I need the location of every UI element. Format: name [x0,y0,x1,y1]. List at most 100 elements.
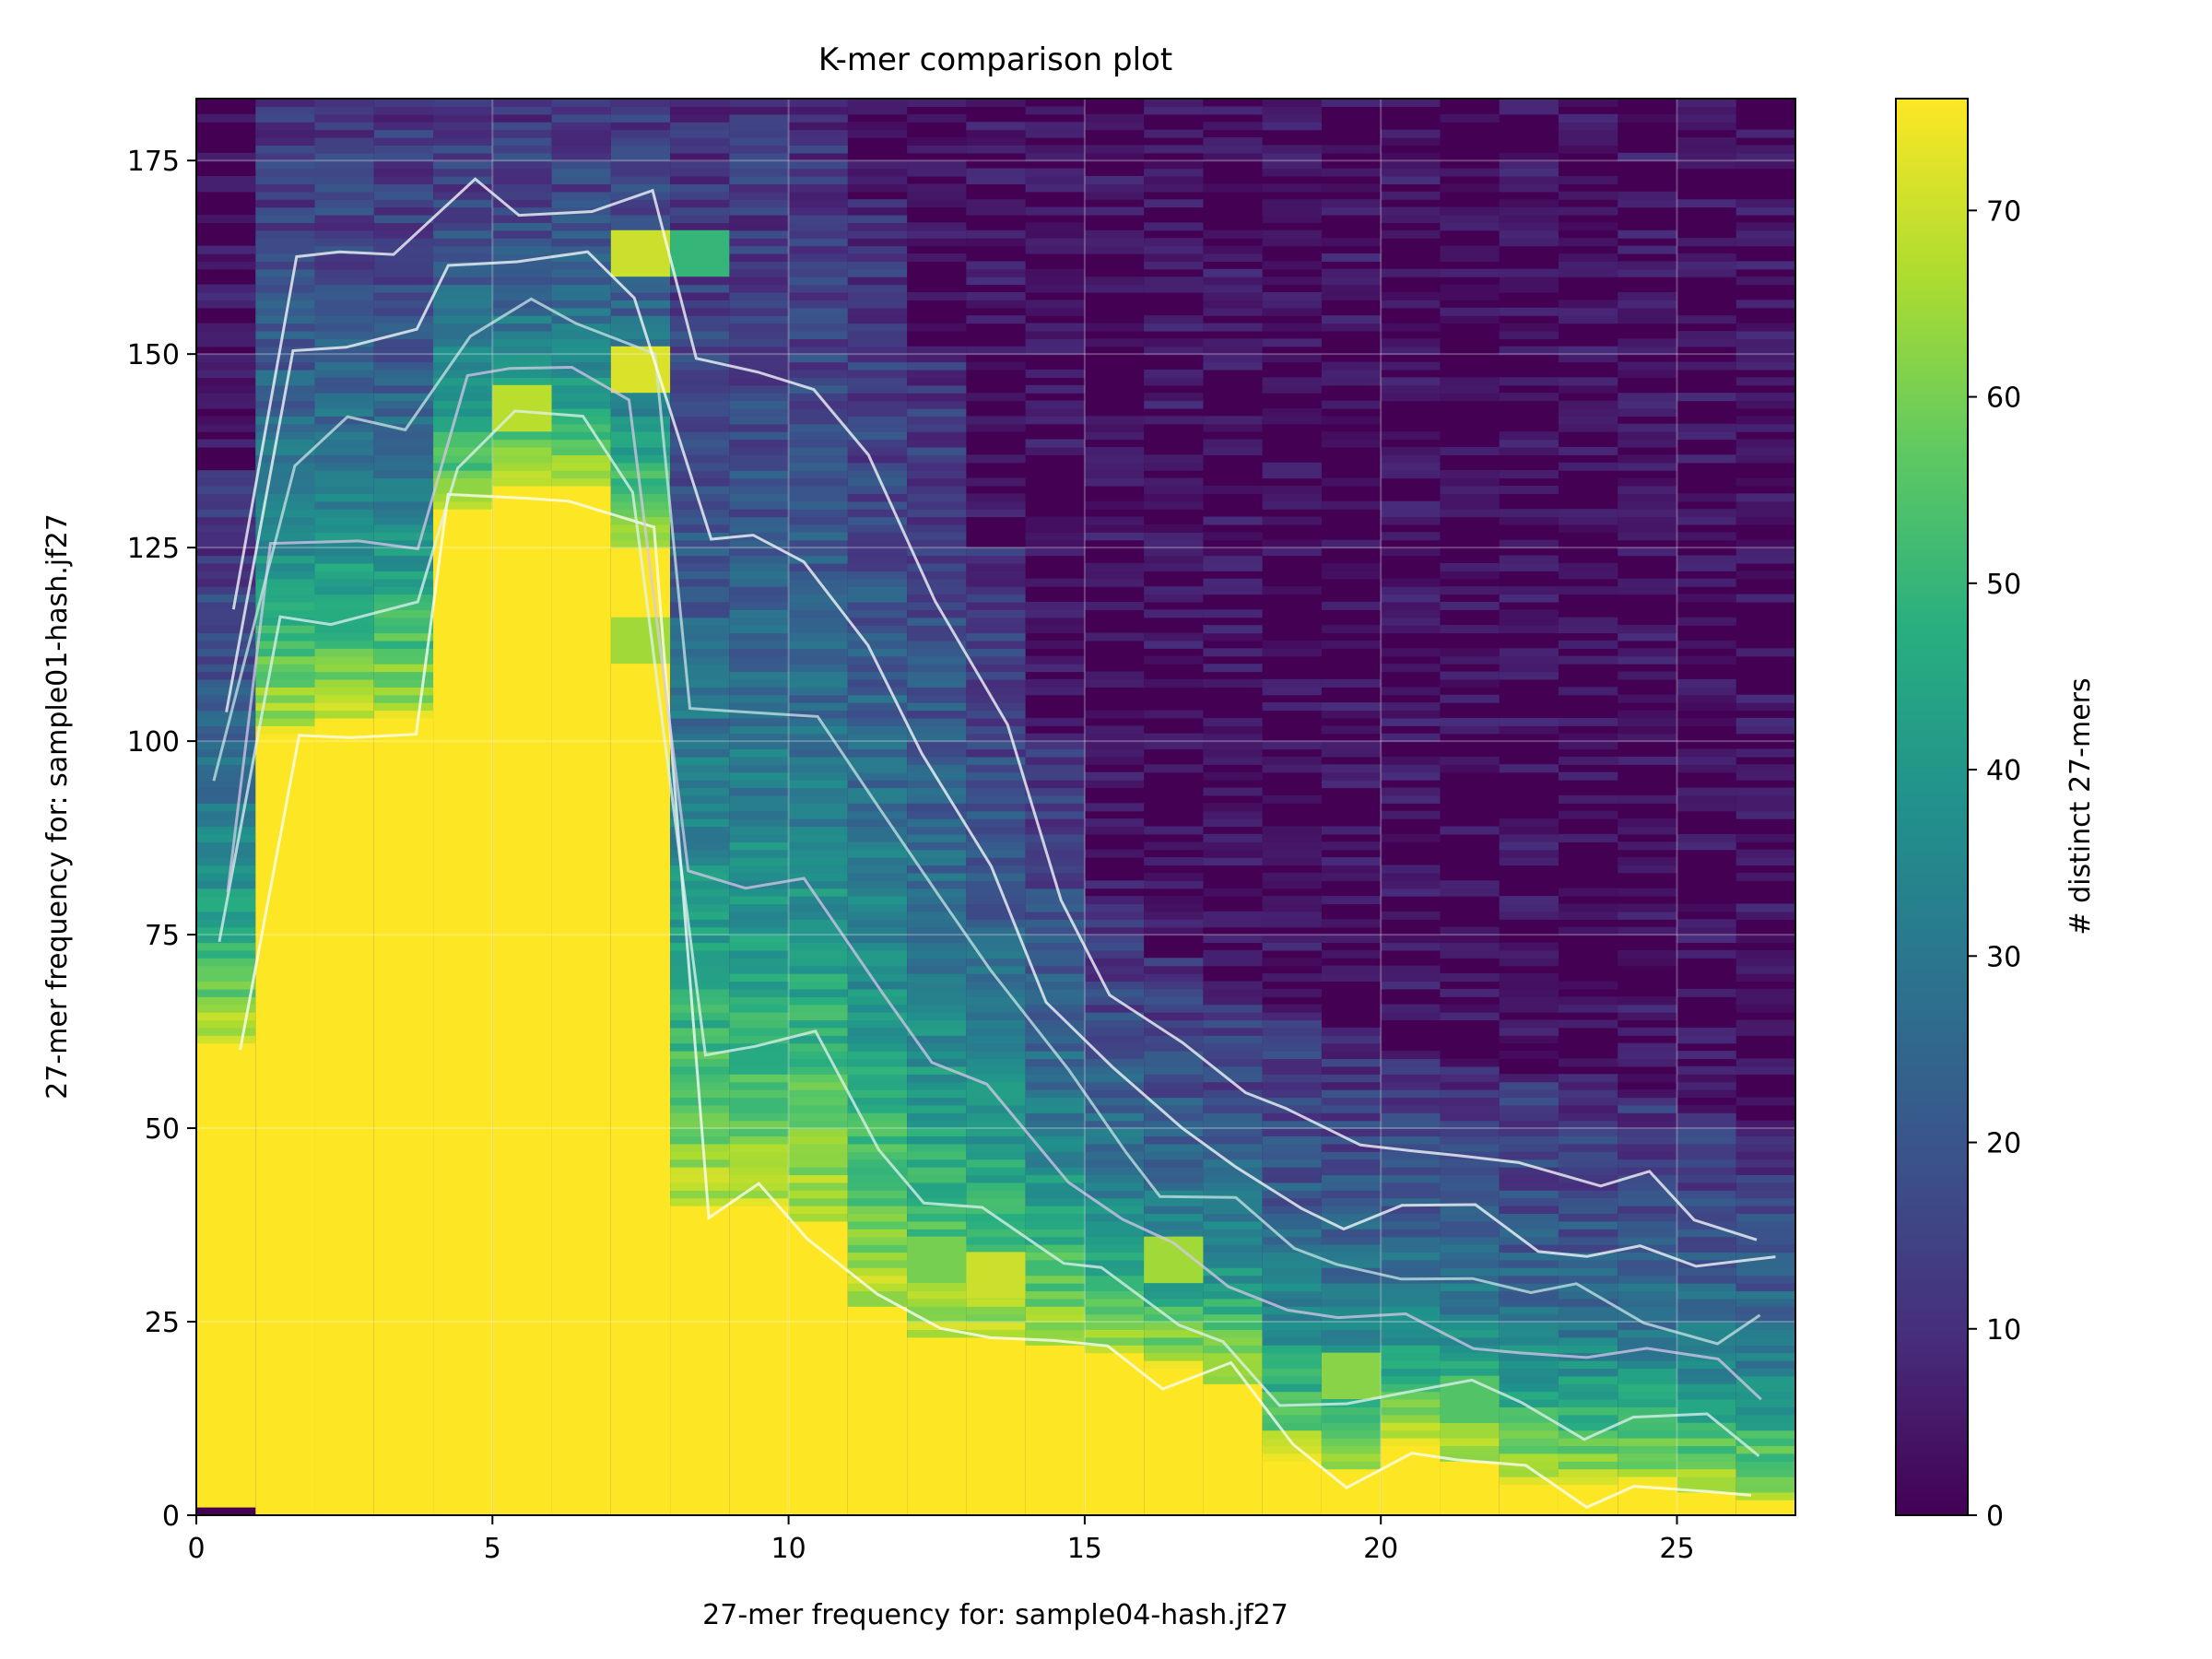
heatmap-cell [255,145,315,154]
heatmap-cell [255,300,315,309]
heatmap-cell [1144,857,1204,866]
heatmap-cell [907,764,967,773]
heatmap-cell [373,632,434,641]
heatmap-cell [373,338,434,347]
heatmap-cell [492,369,552,378]
heatmap-cell [729,547,789,557]
heatmap-cell [1618,1368,1677,1377]
heatmap-cell [670,717,730,726]
heatmap-cell [610,291,671,300]
heatmap-cell [1440,1074,1500,1083]
heatmap-cell [1735,764,1795,773]
heatmap-cell [196,810,256,819]
heatmap-cell [1025,733,1085,742]
heatmap-cell [729,717,789,726]
heatmap-cell [255,485,315,494]
heatmap-cell [1558,687,1618,696]
heatmap-cell [1558,1213,1618,1222]
heatmap-cell [1203,1259,1263,1268]
heatmap-cell [670,655,730,665]
heatmap-cell [1203,1058,1263,1067]
heatmap-cell [670,400,730,409]
heatmap-cell [1735,1491,1795,1500]
heatmap-cell [610,122,671,131]
heatmap-cell [1440,291,1500,300]
heatmap-cell [788,810,848,819]
heatmap-cell [1735,911,1795,920]
heatmap-cell [255,160,315,170]
heatmap-cell [196,865,256,874]
heatmap-cell [1677,1027,1736,1036]
heatmap-cell [610,183,671,193]
heatmap-cell [1558,253,1618,262]
heatmap-cell [551,407,611,417]
heatmap-cell [1558,129,1618,138]
heatmap-cell [1499,764,1559,773]
heatmap-cell [670,462,730,471]
heatmap-cell [670,509,730,518]
heatmap-cell [788,911,848,920]
heatmap-cell [1618,547,1677,557]
heatmap-cell [1025,1004,1085,1013]
heatmap-cell [847,1089,908,1099]
heatmap-cell [1381,206,1441,216]
heatmap-cell [907,416,967,425]
heatmap-cell [1735,361,1795,371]
heatmap-cell [1618,648,1677,657]
heatmap-cell [1262,206,1322,216]
heatmap-cell [966,276,1026,286]
heatmap-cell [314,562,374,571]
heatmap-cell [1084,1259,1145,1268]
heatmap-cell [196,330,256,339]
heatmap-cell [1618,1012,1677,1021]
heatmap-cell [1381,617,1441,626]
heatmap-cell [1262,354,1322,363]
heatmap-cell [1025,833,1085,842]
heatmap-cell [1735,1461,1795,1470]
heatmap-cell [907,1120,967,1129]
heatmap-cell [1618,756,1677,765]
heatmap-cell [1735,1438,1795,1447]
heatmap-cell [847,477,908,487]
heatmap-cell [255,562,315,571]
heatmap-cell [255,214,315,223]
heatmap-cell [788,229,848,239]
heatmap-cell [1558,1336,1618,1346]
heatmap-cell [1144,562,1204,571]
heatmap-cell [847,1275,908,1284]
heatmap-cell [492,168,552,177]
heatmap-cell [1262,935,1322,944]
heatmap-cell [373,509,434,518]
heatmap-cell [729,261,789,270]
contour-line [231,177,1758,1241]
heatmap-cell [1084,780,1145,789]
heatmap-cell [1558,655,1618,665]
heatmap-cell [788,849,848,858]
heatmap-cell [1440,315,1500,324]
heatmap-cell [1499,330,1559,339]
heatmap-cell [196,702,256,712]
heatmap-cell [196,571,256,580]
heatmap-cell [1677,532,1736,541]
heatmap-cell [729,949,789,959]
heatmap-cell [1677,1329,1736,1338]
heatmap-cell [1381,1220,1441,1230]
heatmap-cell [1321,1120,1382,1129]
heatmap-cell [1025,1267,1085,1277]
heatmap-cell [1084,973,1145,982]
heatmap-cell [1735,261,1795,270]
heatmap-cell [1203,346,1263,355]
heatmap-cell [670,601,730,610]
heatmap-cell [255,291,315,300]
heatmap-cell [1735,346,1795,355]
heatmap-cell [1084,1058,1145,1067]
heatmap-cell [1440,446,1500,455]
heatmap-cell [196,988,256,997]
heatmap-cell [373,485,434,494]
heatmap-cell [907,493,967,502]
chart-title: K-mer comparison plot [818,41,1172,78]
heatmap-cell [1321,1275,1382,1284]
heatmap-cell [610,439,671,448]
heatmap-cell [729,206,789,216]
heatmap-cell [907,1283,967,1292]
